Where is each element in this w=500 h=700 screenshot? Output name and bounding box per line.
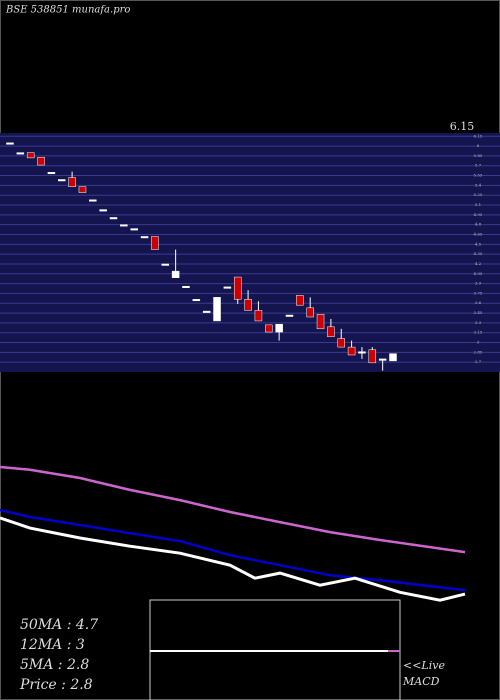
candle-body (202, 310, 211, 313)
candle-body (16, 152, 25, 155)
ma-line (0, 516, 466, 602)
y-tick-label: 4.35 (474, 251, 483, 256)
y-tick-label: 4.8 (475, 222, 482, 227)
chart-title: BSE 538851 munafa.pro (5, 5, 130, 16)
y-tick-label: 5.25 (474, 192, 483, 197)
candle-body (182, 285, 190, 288)
y-tick-label: 6 (477, 143, 480, 148)
candle-body (109, 217, 118, 220)
candle-body (275, 323, 283, 333)
y-tick-label: 2.7 (475, 359, 482, 364)
candle-body (89, 199, 97, 202)
candle-body (347, 346, 356, 356)
y-tick-label: 4.2 (475, 261, 482, 266)
candle-body (6, 142, 14, 145)
candle-body (47, 172, 56, 175)
candle-body (244, 299, 252, 311)
candle-body (265, 324, 273, 333)
candle-body (171, 270, 180, 278)
legend-entry: 5MA : 2.8 (20, 657, 89, 673)
y-tick-label: 5.4 (475, 182, 482, 187)
y-tick-label: 4.05 (474, 271, 483, 276)
candle-body (368, 349, 377, 364)
y-tick-label: 3.15 (474, 330, 483, 335)
y-tick-label: 5.7 (475, 163, 482, 168)
live-label: <<Live (403, 659, 445, 672)
candle-body (327, 326, 335, 337)
candle-body (26, 152, 35, 159)
price-band (0, 133, 500, 372)
candle-body (99, 209, 107, 212)
candle-body (151, 236, 159, 250)
candle-body (58, 179, 66, 182)
y-tick-label: 4.5 (475, 241, 482, 246)
candle-body (337, 338, 345, 348)
y-tick-label: 5.55 (474, 173, 483, 178)
candle-body (306, 307, 314, 318)
y-tick-label: 2.85 (474, 349, 483, 354)
indicator-label: MACD (402, 675, 440, 688)
candle-body (296, 295, 304, 306)
candle-body (161, 263, 170, 266)
candle-body (254, 310, 263, 322)
candle-body (223, 286, 232, 289)
candle-body (358, 351, 366, 354)
legend-entry: 12MA : 3 (20, 637, 85, 653)
candle-body (389, 353, 397, 362)
y-tick-label: 6.15 (474, 133, 483, 138)
y-tick-label: 5.85 (474, 153, 483, 158)
y-tick-label: 3.9 (475, 281, 482, 286)
y-tick-label: 4.65 (474, 231, 483, 236)
y-tick-label: 3.3 (475, 320, 482, 325)
legend-entry: 50MA : 4.7 (20, 617, 98, 633)
y-tick-label: 3.6 (475, 300, 482, 305)
legend-entry: Price : 2.8 (19, 677, 93, 693)
candle-body (37, 156, 45, 166)
candle-body (78, 186, 87, 193)
candle-body (130, 228, 138, 231)
ma-line (0, 465, 466, 554)
candle-body (68, 177, 76, 187)
y-tick-label: 3.45 (474, 310, 483, 315)
top-price-label: 6.15 (450, 120, 475, 133)
y-tick-label: 3 (477, 340, 480, 345)
y-tick-label: 3.75 (474, 290, 483, 295)
candle-body (285, 314, 294, 317)
candle-body (213, 297, 221, 322)
candle-body (233, 276, 242, 300)
y-tick-label: 4.95 (474, 212, 483, 217)
candle-body (378, 358, 387, 361)
y-tick-label: 5.1 (475, 202, 481, 207)
candle-body (192, 299, 201, 302)
candle-body (140, 236, 149, 239)
candle-body (316, 314, 325, 330)
candle-body (120, 224, 128, 227)
